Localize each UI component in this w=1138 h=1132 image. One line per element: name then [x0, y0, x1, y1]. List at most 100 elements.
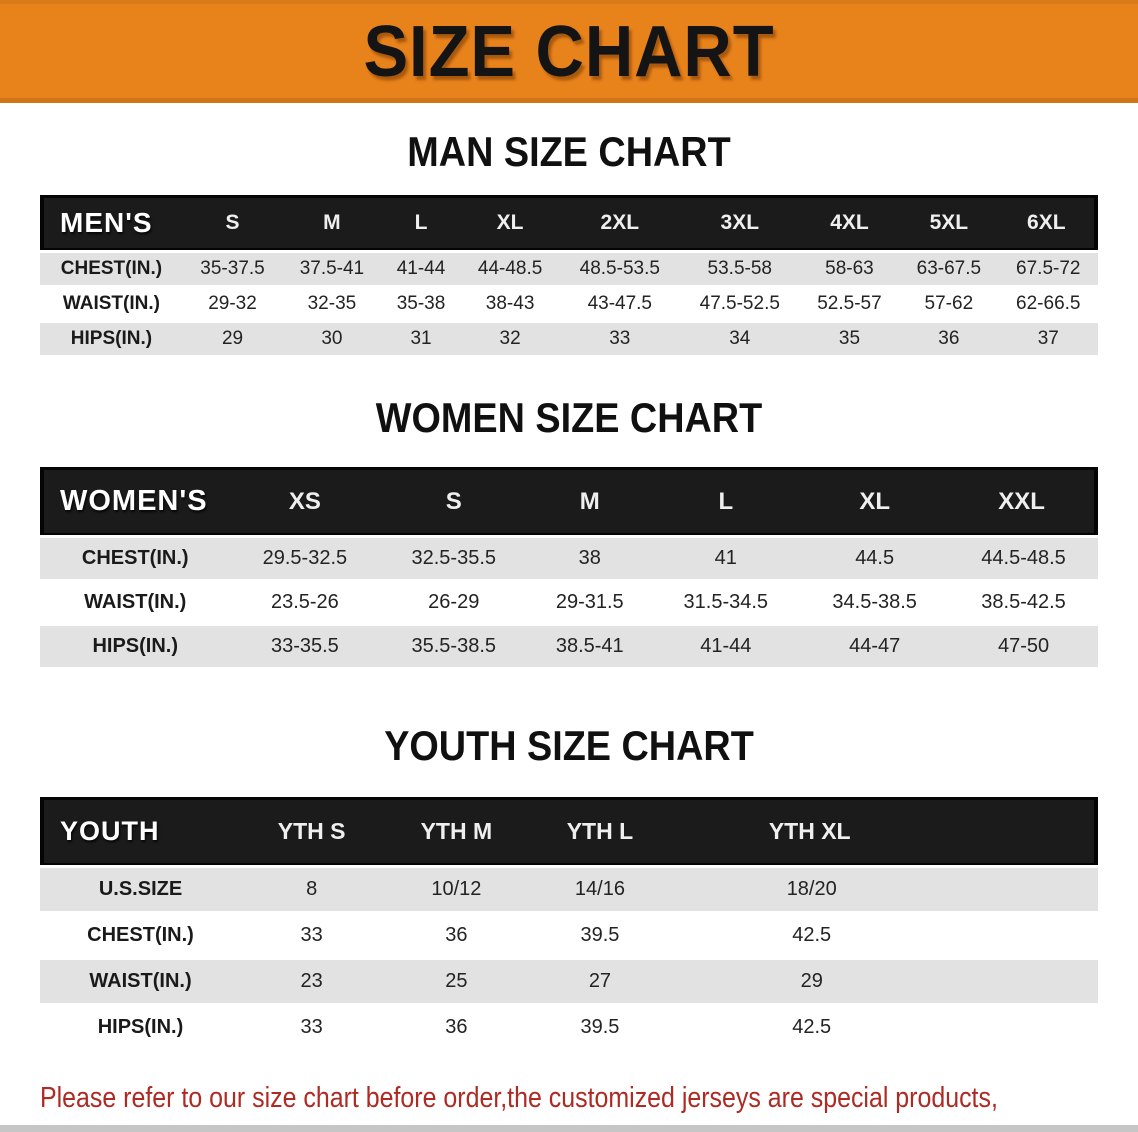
size-value-cell: 33-35.5	[230, 626, 380, 667]
women-section-title: WOMEN SIZE CHART	[375, 394, 763, 441]
size-value-cell: 34.5-38.5	[800, 582, 950, 623]
size-value-cell: 29	[669, 960, 1098, 1003]
size-value-cell: 52.5-57	[799, 288, 900, 320]
section-women: WOMEN SIZE CHART WOMEN'S XS S M L XL XXL CHEST(…	[0, 394, 1138, 670]
row-label: WAIST(IN.)	[40, 288, 183, 320]
size-column-header: YTH XL	[669, 797, 1098, 865]
size-value-cell: 23.5-26	[230, 582, 380, 623]
size-value-cell: 33	[559, 323, 680, 355]
size-value-cell: 29.5-32.5	[230, 538, 380, 579]
size-value-cell: 62-66.5	[998, 288, 1098, 320]
size-value-cell: 44-47	[800, 626, 950, 667]
size-value-cell: 35-37.5	[182, 253, 283, 285]
men-table-wrap: MEN'S S M L XL 2XL 3XL 4XL 5XL 6XL CHEST(IN.) 35-37…	[0, 192, 1138, 358]
size-value-cell: 14/16	[530, 868, 670, 911]
size-value-cell: 29-31.5	[528, 582, 652, 623]
size-column-header: XL	[800, 467, 950, 535]
size-column-header: 2XL	[559, 195, 680, 250]
size-value-cell: 33	[241, 1006, 383, 1049]
table-corner-label: MEN'S	[40, 195, 183, 250]
size-value-cell: 23	[241, 960, 383, 1003]
size-column-header: S	[379, 467, 529, 535]
size-value-cell: 31	[381, 323, 461, 355]
size-column-header: 6XL	[998, 195, 1098, 250]
footer-note: Please refer to our size chart before or…	[40, 1078, 1138, 1132]
table-corner-label: WOMEN'S	[40, 467, 231, 535]
size-value-cell: 29	[182, 323, 283, 355]
bottom-edge-strip	[0, 1125, 1138, 1132]
size-value-cell: 44.5	[800, 538, 950, 579]
measurement-row: U.S.SIZE 8 10/12 14/16 18/20	[40, 868, 1098, 911]
size-column-header: XS	[230, 467, 380, 535]
size-value-cell: 35	[799, 323, 900, 355]
size-value-cell: 27	[530, 960, 670, 1003]
size-value-cell: 63-67.5	[899, 253, 999, 285]
men-section-title: MAN SIZE CHART	[407, 128, 731, 175]
size-value-cell: 36	[382, 914, 531, 957]
row-label: CHEST(IN.)	[40, 253, 183, 285]
measurement-row: WAIST(IN.) 23 25 27 29	[40, 960, 1098, 1003]
size-value-cell: 37	[998, 323, 1098, 355]
row-label: HIPS(IN.)	[40, 323, 183, 355]
footer-note-line-1: Please refer to our size chart before or…	[40, 1082, 998, 1114]
size-value-cell: 44-48.5	[460, 253, 560, 285]
size-column-header: M	[282, 195, 382, 250]
size-column-header: L	[651, 467, 801, 535]
youth-section-title: YOUTH SIZE CHART	[384, 722, 754, 769]
size-value-cell: 10/12	[382, 868, 531, 911]
measurement-row: CHEST(IN.) 33 36 39.5 42.5	[40, 914, 1098, 957]
size-value-cell: 35.5-38.5	[379, 626, 529, 667]
measurement-row: WAIST(IN.) 29-32 32-35 35-38 38-43 43-47.5 47.…	[40, 288, 1098, 320]
size-value-cell: 8	[241, 868, 383, 911]
size-value-cell: 42.5	[669, 1006, 1098, 1049]
women-table-wrap: WOMEN'S XS S M L XL XXL CHEST(IN.) 29.5-32.5 32.5…	[0, 464, 1138, 670]
table-corner-label: YOUTH	[40, 797, 242, 865]
size-value-cell: 36	[382, 1006, 531, 1049]
size-value-cell: 32	[460, 323, 560, 355]
size-value-cell: 32.5-35.5	[379, 538, 529, 579]
section-men: MAN SIZE CHART MEN'S S M L XL 2XL 3XL 4XL 5XL 6XL…	[0, 128, 1138, 358]
size-value-cell: 47-50	[949, 626, 1098, 667]
size-value-cell: 26-29	[379, 582, 529, 623]
size-value-cell: 41-44	[381, 253, 461, 285]
banner: SIZE CHART	[0, 0, 1138, 103]
measurement-row: WAIST(IN.) 23.5-26 26-29 29-31.5 31.5-34.5 34…	[40, 582, 1098, 623]
size-value-cell: 42.5	[669, 914, 1098, 957]
size-column-header: 4XL	[799, 195, 900, 250]
size-value-cell: 31.5-34.5	[651, 582, 801, 623]
size-value-cell: 32-35	[282, 288, 382, 320]
row-label: HIPS(IN.)	[40, 626, 231, 667]
size-column-header: 5XL	[899, 195, 999, 250]
size-value-cell: 33	[241, 914, 383, 957]
size-column-header: XXL	[949, 467, 1098, 535]
size-value-cell: 41-44	[651, 626, 801, 667]
table-header-row: YOUTH YTH S YTH M YTH L YTH XL	[40, 797, 1098, 865]
size-value-cell: 25	[382, 960, 531, 1003]
row-label: WAIST(IN.)	[40, 582, 231, 623]
size-value-cell: 44.5-48.5	[949, 538, 1098, 579]
men-size-table: MEN'S S M L XL 2XL 3XL 4XL 5XL 6XL CHEST(IN.) 35-37…	[40, 192, 1098, 358]
size-column-header: XL	[460, 195, 560, 250]
size-value-cell: 58-63	[799, 253, 900, 285]
size-value-cell: 47.5-52.5	[679, 288, 800, 320]
table-header-row: WOMEN'S XS S M L XL XXL	[40, 467, 1098, 535]
measurement-row: CHEST(IN.) 35-37.5 37.5-41 41-44 44-48.5 48.5…	[40, 253, 1098, 285]
size-column-header: YTH S	[241, 797, 383, 865]
size-value-cell: 29-32	[182, 288, 283, 320]
size-column-header: L	[381, 195, 461, 250]
size-column-header: YTH L	[530, 797, 670, 865]
size-value-cell: 38.5-41	[528, 626, 652, 667]
size-value-cell: 30	[282, 323, 382, 355]
measurement-row: CHEST(IN.) 29.5-32.5 32.5-35.5 38 41 44.5 44.5…	[40, 538, 1098, 579]
women-size-table: WOMEN'S XS S M L XL XXL CHEST(IN.) 29.5-32.5 32.5…	[40, 464, 1098, 670]
measurement-row: HIPS(IN.) 33-35.5 35.5-38.5 38.5-41 41-44 44-…	[40, 626, 1098, 667]
size-value-cell: 38.5-42.5	[949, 582, 1098, 623]
size-column-header: S	[182, 195, 283, 250]
size-value-cell: 36	[899, 323, 999, 355]
size-column-header: YTH M	[382, 797, 531, 865]
size-value-cell: 67.5-72	[998, 253, 1098, 285]
table-header-row: MEN'S S M L XL 2XL 3XL 4XL 5XL 6XL	[40, 195, 1098, 250]
size-value-cell: 57-62	[899, 288, 999, 320]
size-value-cell: 34	[679, 323, 800, 355]
